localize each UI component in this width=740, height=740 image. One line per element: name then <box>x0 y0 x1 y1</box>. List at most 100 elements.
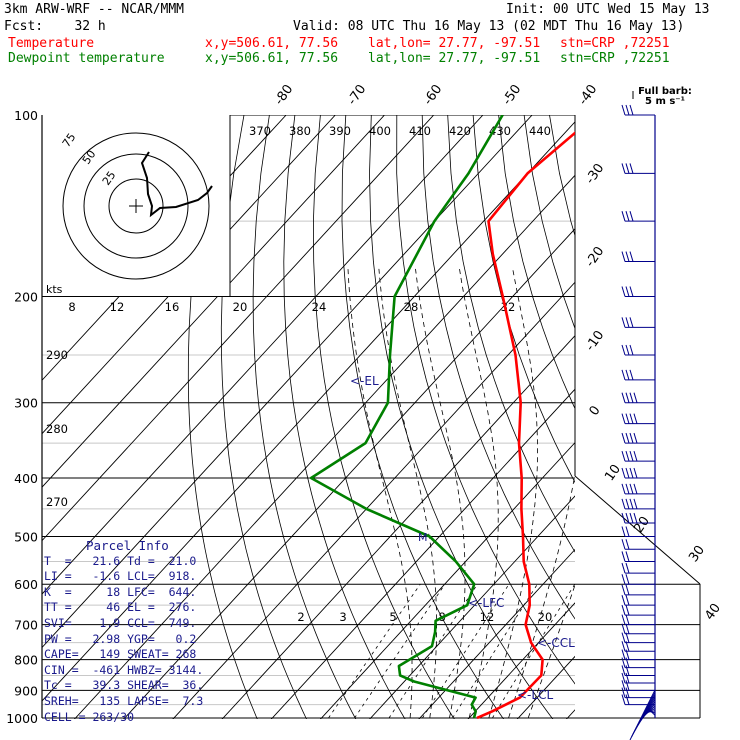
hodograph-ring <box>83 153 189 259</box>
dry-adiabat-line <box>341 115 504 719</box>
parcel-row: SREH= 135 LAPSE= 7.3 <box>44 693 204 708</box>
moist-adiabat-line <box>488 268 538 719</box>
parcel-info-title: Parcel Info <box>86 538 169 553</box>
wind-barb-flag <box>621 614 626 625</box>
wind-barb-flag <box>629 317 634 328</box>
wind-barb-flag <box>621 574 626 585</box>
wind-barb-flag <box>629 251 634 262</box>
dry-adiabat-line <box>498 115 575 410</box>
isotherm-line <box>123 228 575 719</box>
moist-adiabat-line <box>527 583 575 719</box>
hodograph-ring <box>108 178 164 234</box>
wind-barb-flag <box>625 562 630 574</box>
wind-barb-flag <box>625 604 630 616</box>
wind-barb-flag <box>629 467 634 479</box>
legend-dewpoint-label: Dewpoint temperature <box>8 51 165 66</box>
wind-barb-flag <box>629 498 634 510</box>
wind-barb-flag <box>629 104 634 116</box>
wind-barb-flag <box>621 551 626 562</box>
isotherm-right-label: 0 <box>587 403 604 418</box>
annotations: <-EL <-LFC <-CCL <-LCL M <box>350 374 575 702</box>
hodograph-ring <box>62 132 210 280</box>
dry-adiabat-line <box>283 115 406 719</box>
mixing-ratio-line <box>328 583 421 719</box>
parcel-row: K = 18 LFC= 644. <box>44 584 197 599</box>
dry-adiabat-line <box>187 115 258 719</box>
isotherm-right-label: 10 <box>602 462 624 484</box>
legend-dewpoint-xy: x,y=506.61, 77.56 <box>205 51 339 66</box>
wind-barb-flag <box>625 251 630 262</box>
mixing-ratio-line <box>354 583 446 719</box>
wind-barb-flag <box>625 665 630 676</box>
wind-barb-flag <box>625 344 630 356</box>
wind-barb-flag <box>625 574 630 585</box>
isotherm-line <box>42 115 435 542</box>
wind-barb-flag <box>621 694 626 705</box>
wind-barb-flag <box>621 163 626 174</box>
dry-adiabat-line <box>252 115 357 719</box>
wind-barb-flag <box>633 498 638 510</box>
wind-barb-flag <box>633 467 638 479</box>
wind-barb-flag <box>621 595 626 606</box>
wind-barb-flag <box>621 649 626 660</box>
wind-legend-title: Full barb: <box>638 86 692 97</box>
hodograph-units-label: kts <box>46 283 63 296</box>
lfc-marker: <-LFC <box>468 596 504 610</box>
moist-adiabat-line <box>459 268 499 719</box>
mixing-ratio-label: 5 <box>389 610 396 624</box>
wind-barb-flag <box>633 483 638 495</box>
pressure-label: 700 <box>14 618 38 633</box>
wind-barb-flag <box>625 286 630 297</box>
dry-adiabat-line <box>447 115 575 553</box>
isotherm-top-label: -70 <box>345 82 369 108</box>
isotherm-right-label: 30 <box>686 543 708 565</box>
wind-barb-flag <box>625 623 630 634</box>
wind-barb-flag <box>621 344 626 356</box>
hodograph-speed-label: 8 <box>68 300 75 314</box>
wind-barb-flag <box>621 413 626 424</box>
wind-barb-flag <box>629 392 634 403</box>
pressure-label: 1000 <box>6 711 38 726</box>
axis-labels: 8 12 16 20 24 28 32100200300400500600700800900… <box>6 82 724 726</box>
wind-barb-flag <box>621 432 626 444</box>
isotherm-line <box>319 441 575 719</box>
wind-barb-flag <box>625 467 630 479</box>
wind-barb-flag <box>621 665 626 676</box>
theta-left-label: 270 <box>46 495 68 509</box>
wind-barb-flag <box>625 526 630 537</box>
wind-barb-flag <box>625 539 630 550</box>
wind-barb-flag <box>621 632 626 643</box>
dewpoint-line <box>309 115 504 719</box>
pressure-label: 500 <box>14 529 38 544</box>
parcel-row: TT = 46 EL = 276. <box>44 600 197 615</box>
dry-adiabat-line <box>396 115 575 685</box>
wind-barb-flag <box>621 369 626 381</box>
isotherm-top-label: -40 <box>576 82 600 108</box>
pressure-label: 800 <box>14 653 38 668</box>
wind-barb-flag <box>621 526 626 537</box>
wind-barb-flag <box>625 641 630 652</box>
hodograph-speed-label: 20 <box>233 300 248 314</box>
parcel-row: CIN = -461 HWBZ= 3144. <box>44 662 204 677</box>
pressure-label: 600 <box>14 577 38 592</box>
parcel-row: CAPE= 149 SWEAT= 268 <box>44 647 197 662</box>
sounding-profiles <box>309 115 575 719</box>
isotherm-line <box>42 115 336 435</box>
wind-barb-flag <box>625 512 630 524</box>
wind-legend-units: 5 m s⁻¹ <box>645 96 685 107</box>
wind-barb-flag <box>621 498 626 510</box>
dry-adiabat-line <box>651 115 740 731</box>
m-marker: M <box>418 531 428 544</box>
legend-temperature-label: Temperature <box>8 36 95 51</box>
wind-barb-flag <box>621 392 626 403</box>
mixing-ratio-label: 2 <box>297 610 304 624</box>
dry-adiabat-line <box>220 115 307 719</box>
wind-barb-flag <box>625 584 630 596</box>
pressure-label: 200 <box>14 290 38 305</box>
parcel-info-panel: Parcel Info T = 21.6 Td = 21.0 LI = -1.6… <box>44 538 234 725</box>
mixing-ratio-label: 3 <box>339 610 346 624</box>
wind-barb-flag <box>621 641 626 652</box>
wind-barb-flag <box>621 317 626 328</box>
wind-barb-flag <box>625 432 630 444</box>
wind-barb <box>646 706 656 716</box>
